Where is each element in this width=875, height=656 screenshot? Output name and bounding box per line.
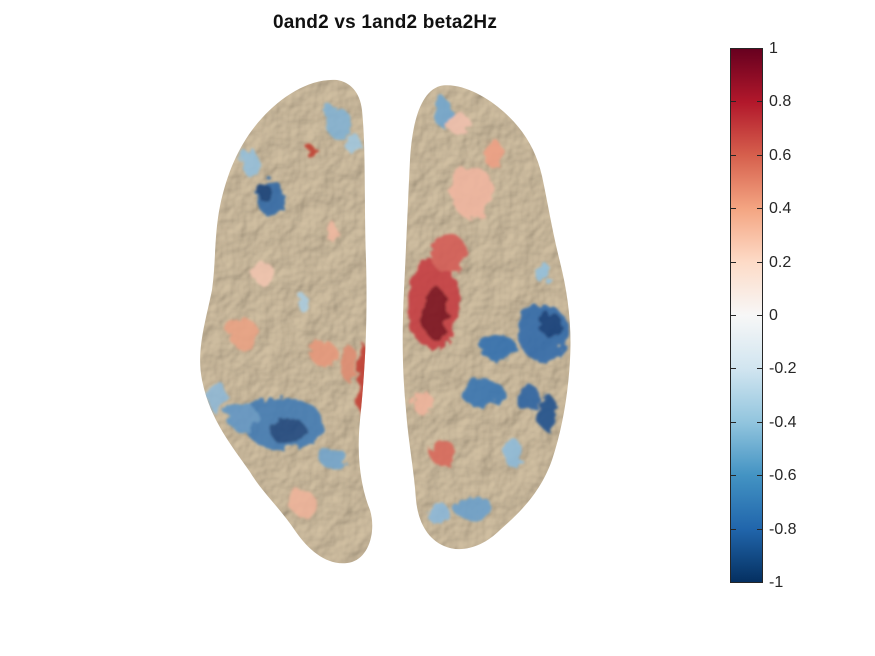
colorbar-tick-label: 0.6 bbox=[769, 146, 792, 164]
brain-surface-image bbox=[200, 79, 571, 564]
colorbar-tick-mark bbox=[731, 528, 736, 530]
colorbar-tick-label: -0.4 bbox=[769, 413, 797, 431]
colorbar-tick-label: 1 bbox=[769, 40, 778, 57]
colorbar-tick-mark bbox=[731, 154, 736, 156]
colorbar-tick-mark bbox=[757, 101, 762, 103]
colorbar-tick-label: 0.2 bbox=[769, 253, 792, 271]
colorbar-tick-mark bbox=[757, 315, 762, 316]
colorbar-tick-mark bbox=[731, 315, 736, 316]
colorbar-tick-label: -0.6 bbox=[769, 467, 797, 485]
colorbar-tick-label: -0.2 bbox=[769, 360, 797, 378]
figure-title: 0and2 vs 1and2 beta2Hz bbox=[272, 12, 498, 33]
colorbar-ticks: 1 0.8 0.6 0.4 0.2 0 -0.2 -0.4 -0.6 -0.8 -1 bbox=[731, 40, 811, 591]
colorbar-tick-mark bbox=[757, 208, 762, 210]
colorbar bbox=[730, 48, 763, 583]
colorbar-tick-label: 0.8 bbox=[769, 93, 792, 111]
colorbar-tick-mark bbox=[757, 261, 762, 263]
colorbar-tick-mark bbox=[731, 261, 736, 263]
colorbar-tick-label: -1 bbox=[769, 574, 784, 591]
colorbar-tick-mark bbox=[757, 368, 762, 370]
colorbar-tick-mark bbox=[757, 154, 762, 156]
colorbar-tick-mark bbox=[757, 475, 762, 477]
colorbar-tick-mark bbox=[757, 421, 762, 423]
colorbar-tick-mark bbox=[731, 475, 736, 477]
colorbar-tick-mark bbox=[731, 421, 736, 423]
colorbar-tick-label: 0.4 bbox=[769, 200, 792, 218]
colorbar-tick-mark bbox=[731, 368, 736, 370]
colorbar-gradient bbox=[731, 49, 762, 582]
colorbar-tick-label: 0 bbox=[769, 307, 778, 324]
colorbar-tick-mark bbox=[731, 101, 736, 103]
colorbar-tick-mark bbox=[757, 582, 762, 583]
colorbar-tick-mark bbox=[731, 208, 736, 210]
colorbar-tick-mark bbox=[731, 582, 736, 583]
colorbar-tick-label: -0.8 bbox=[769, 520, 797, 538]
colorbar-tick-mark bbox=[757, 528, 762, 530]
colorbar-tick-mark bbox=[731, 48, 736, 49]
colorbar-tick-mark bbox=[757, 48, 762, 49]
